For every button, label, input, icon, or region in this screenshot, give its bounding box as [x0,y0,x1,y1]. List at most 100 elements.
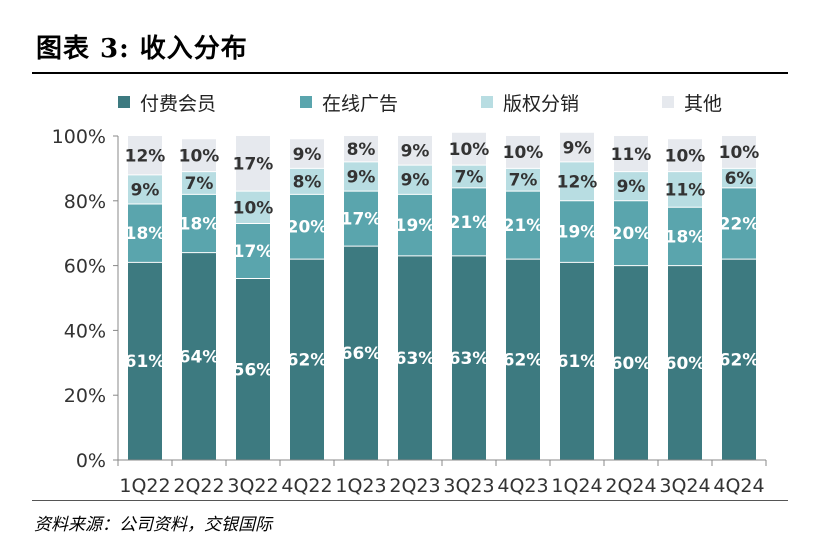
bar-segment [236,223,270,279]
bar-segment [452,187,486,256]
bar-segment [560,132,594,162]
data-label: 7% [455,168,484,188]
x-tick-label: 4Q24 [713,475,764,497]
bar-segment [344,161,378,192]
bar-segment [128,174,162,205]
bar-segment [614,265,648,460]
data-label: 61% [125,352,166,372]
data-label: 10% [665,146,706,166]
x-tick-label: 2Q23 [389,475,440,497]
bar-segment [560,262,594,460]
data-label: 17% [233,155,274,175]
bar-segment [236,136,270,192]
bar-segment [182,171,216,195]
bar-segment [614,136,648,172]
bar-segment [398,255,432,460]
legend-swatch-1 [300,96,312,108]
x-tick-label: 3Q23 [443,475,494,497]
data-label: 10% [233,198,274,218]
bar-segment [668,265,702,460]
data-label: 8% [347,140,376,160]
y-tick-label: 60% [64,256,106,278]
data-label: 60% [611,354,652,374]
legend-swatch-2 [481,96,493,108]
bar-segment [290,259,324,460]
bar-segment [506,191,540,260]
data-label: 60% [665,354,706,374]
data-label: 20% [611,224,652,244]
bar-segment [290,168,324,195]
legend-swatch-0 [118,96,130,108]
bar-segment [398,194,432,256]
bar-segment [722,259,756,460]
bar-segment [506,168,540,192]
data-label: 22% [719,214,760,234]
bar-segment [182,139,216,172]
bar-segment [290,194,324,260]
bar-segment [614,171,648,201]
bar-segment [614,200,648,266]
data-label: 62% [287,351,328,371]
x-tick-label: 3Q22 [227,475,278,497]
bar-segment [452,255,486,460]
data-label: 56% [233,360,274,380]
bar-segment [344,136,378,162]
data-label: 66% [341,344,382,364]
y-tick-label: 0% [76,450,106,472]
legend: 付费会员 在线广告 版权分销 其他 [118,93,722,115]
title-rule [32,72,788,74]
bar-segment [182,194,216,253]
data-label: 9% [401,142,430,162]
y-axis: 0% 20% 40% 60% 80% 100% [52,126,119,472]
bar-segment [668,139,702,172]
x-tick-label: 2Q22 [173,475,224,497]
legend-label-0: 付费会员 [140,93,216,115]
x-axis: 1Q22 2Q22 3Q22 4Q22 1Q23 2Q23 3Q23 4Q23 1Q24 2Q24… [117,459,767,497]
data-label: 7% [185,174,214,194]
x-tick-label: 4Q23 [497,475,548,497]
bars: 61% 18% 9% 12% 64% 18% 7% 10% 56% 17% 10% 17% 62% 20%… [125,132,760,460]
stacked-bar-chart: 付费会员 在线广告 版权分销 其他 0% 20% 40% 60% 80% 100% 61% 18%… [52,93,767,497]
y-tick-label: 40% [64,320,106,342]
bar-segment [182,252,216,460]
bar-segment [506,136,540,169]
data-label: 11% [611,145,652,165]
data-label: 62% [503,351,544,371]
data-label: 64% [179,347,220,367]
data-label: 9% [401,171,430,191]
bar-segment [290,139,324,169]
legend-label-3: 其他 [684,93,722,115]
data-label: 10% [179,146,220,166]
x-tick-label: 2Q24 [605,475,656,497]
data-label: 21% [449,213,490,233]
data-label: 18% [179,214,220,234]
legend-label-1: 在线广告 [322,93,398,115]
data-label: 10% [719,143,760,163]
x-tick-label: 1Q24 [551,475,602,497]
bar-segment [236,278,270,460]
data-label: 18% [125,224,166,244]
data-label: 6% [725,169,754,189]
bar-segment [722,187,756,260]
legend-swatch-3 [662,96,674,108]
bar-segment [722,136,756,169]
data-label: 17% [341,210,382,230]
data-label: 12% [125,146,166,166]
data-label: 8% [293,172,322,192]
data-label: 7% [509,171,538,191]
bar-segment [722,168,756,188]
data-label: 11% [665,180,706,200]
y-tick-label: 100% [52,126,106,148]
bar-segment [236,191,270,224]
data-label: 18% [665,227,706,247]
data-label: 9% [293,145,322,165]
data-label: 61% [557,352,598,372]
bar-segment [398,136,432,166]
bar-segment [560,161,594,201]
data-label: 19% [395,216,436,236]
bar-segment [668,171,702,208]
bar-segment [452,132,486,166]
data-label: 20% [287,218,328,238]
data-label: 21% [503,216,544,236]
data-label: 10% [503,143,544,163]
